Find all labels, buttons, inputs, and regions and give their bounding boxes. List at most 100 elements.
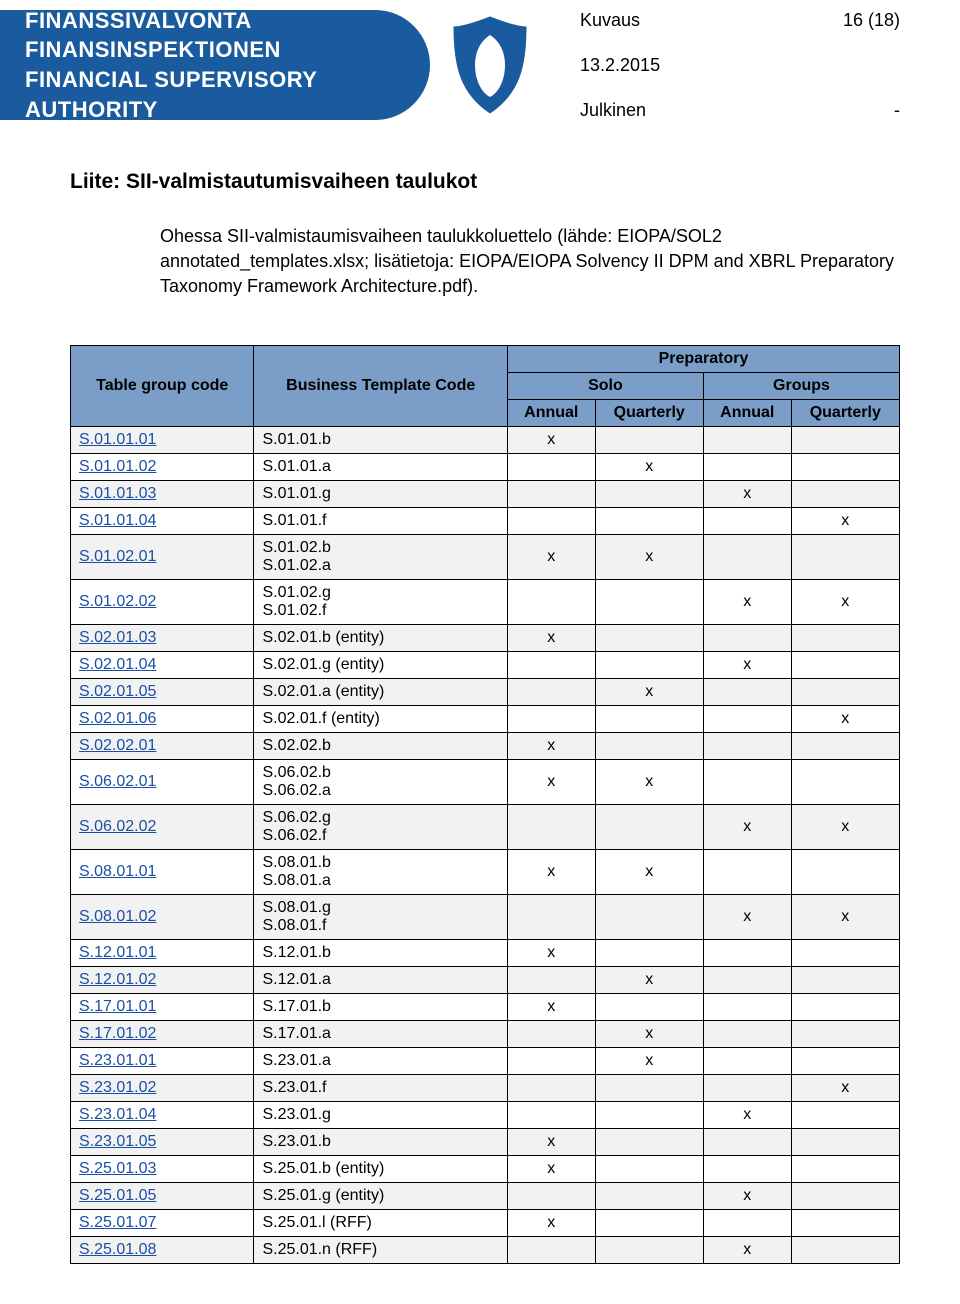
group-code-link[interactable]: S.25.01.03: [79, 1160, 156, 1177]
table-row: S.25.01.07S.25.01.l (RFF)x: [71, 1209, 900, 1236]
cell-template-code: S.25.01.b (entity): [254, 1155, 508, 1182]
cell-mark: [791, 678, 899, 705]
cell-group-code: S.08.01.01: [71, 849, 254, 894]
cell-mark: [703, 849, 791, 894]
cell-template-code: S.25.01.n (RFF): [254, 1236, 508, 1263]
cell-mark: [595, 579, 703, 624]
group-code-link[interactable]: S.02.01.04: [79, 656, 156, 673]
cell-mark: [595, 894, 703, 939]
cell-mark: x: [595, 1047, 703, 1074]
cell-mark: [703, 993, 791, 1020]
cell-mark: x: [703, 804, 791, 849]
cell-template-code: S.01.02.b S.01.02.a: [254, 534, 508, 579]
table-row: S.02.01.03S.02.01.b (entity)x: [71, 624, 900, 651]
group-code-link[interactable]: S.23.01.02: [79, 1079, 156, 1096]
group-code-link[interactable]: S.23.01.04: [79, 1106, 156, 1123]
group-code-link[interactable]: S.17.01.01: [79, 998, 156, 1015]
cell-mark: [703, 705, 791, 732]
table-row: S.17.01.01 S.17.01.bx: [71, 993, 900, 1020]
cell-mark: x: [703, 1101, 791, 1128]
cell-mark: x: [507, 993, 595, 1020]
cell-mark: [791, 1101, 899, 1128]
page-header: FINANSSIVALVONTA FINANSINSPEKTIONEN FINA…: [0, 0, 960, 130]
preparatory-table: Table group code Business Template Code …: [70, 345, 900, 1264]
cell-group-code: S.06.02.02: [71, 804, 254, 849]
cell-mark: x: [595, 453, 703, 480]
cell-template-code: S.02.01.a (entity): [254, 678, 508, 705]
group-code-link[interactable]: S.01.01.03: [79, 485, 156, 502]
table-row: S.17.01.02S.17.01.ax: [71, 1020, 900, 1047]
cell-mark: [507, 579, 595, 624]
table-row: S.12.01.02S.12.01.ax: [71, 966, 900, 993]
cell-mark: x: [507, 849, 595, 894]
cell-mark: [791, 480, 899, 507]
cell-mark: [791, 1020, 899, 1047]
group-code-link[interactable]: S.02.01.05: [79, 683, 156, 700]
group-code-link[interactable]: S.01.02.01: [79, 548, 156, 565]
cell-mark: [595, 426, 703, 453]
cell-template-code: S.17.01.b: [254, 993, 508, 1020]
org-name-line1: FINANSSIVALVONTA: [25, 6, 430, 36]
cell-mark: x: [507, 1209, 595, 1236]
group-code-link[interactable]: S.17.01.02: [79, 1025, 156, 1042]
group-code-link[interactable]: S.25.01.08: [79, 1241, 156, 1258]
table-header: Table group code Business Template Code …: [71, 345, 900, 426]
cell-template-code: S.01.01.b: [254, 426, 508, 453]
group-code-link[interactable]: S.01.01.02: [79, 458, 156, 475]
group-code-link[interactable]: S.08.01.01: [79, 863, 156, 880]
cell-group-code: S.02.01.03: [71, 624, 254, 651]
group-code-link[interactable]: S.06.02.01: [79, 773, 156, 790]
cell-group-code: S.02.01.05: [71, 678, 254, 705]
org-name-line2: FINANSINSPEKTIONEN: [25, 35, 430, 65]
cell-group-code: S.17.01.01: [71, 993, 254, 1020]
cell-mark: [791, 759, 899, 804]
group-code-link[interactable]: S.06.02.02: [79, 818, 156, 835]
table-row: S.08.01.01S.08.01.b S.08.01.axx: [71, 849, 900, 894]
cell-group-code: S.02.01.04: [71, 651, 254, 678]
cell-group-code: S.17.01.02: [71, 1020, 254, 1047]
cell-mark: [595, 1236, 703, 1263]
section-title: Liite: SII-valmistautumisvaiheen tauluko…: [70, 170, 900, 194]
cell-mark: [507, 1236, 595, 1263]
group-code-link[interactable]: S.02.01.03: [79, 629, 156, 646]
cell-group-code: S.23.01.05: [71, 1128, 254, 1155]
cell-template-code: S.02.01.f (entity): [254, 705, 508, 732]
body-content: Liite: SII-valmistautumisvaiheen tauluko…: [0, 130, 960, 345]
group-code-link[interactable]: S.23.01.01: [79, 1052, 156, 1069]
cell-template-code: S.12.01.a: [254, 966, 508, 993]
group-code-link[interactable]: S.01.02.02: [79, 593, 156, 610]
cell-template-code: S.08.01.g S.08.01.f: [254, 894, 508, 939]
group-code-link[interactable]: S.12.01.01: [79, 944, 156, 961]
group-code-link[interactable]: S.02.02.01: [79, 737, 156, 754]
cell-mark: x: [507, 732, 595, 759]
classification-label: Julkinen: [580, 100, 803, 121]
group-code-link[interactable]: S.12.01.02: [79, 971, 156, 988]
cell-template-code: S.02.01.g (entity): [254, 651, 508, 678]
cell-mark: x: [507, 426, 595, 453]
cell-mark: [595, 507, 703, 534]
cell-mark: [595, 705, 703, 732]
group-code-link[interactable]: S.25.01.05: [79, 1187, 156, 1204]
cell-group-code: S.23.01.04: [71, 1101, 254, 1128]
group-code-link[interactable]: S.01.01.04: [79, 512, 156, 529]
cell-mark: x: [791, 894, 899, 939]
cell-mark: [507, 1047, 595, 1074]
cell-mark: [595, 1074, 703, 1101]
group-code-link[interactable]: S.01.01.01: [79, 431, 156, 448]
group-code-link[interactable]: S.25.01.07: [79, 1214, 156, 1231]
group-code-link[interactable]: S.02.01.06: [79, 710, 156, 727]
cell-mark: [507, 651, 595, 678]
page: FINANSSIVALVONTA FINANSINSPEKTIONEN FINA…: [0, 0, 960, 1304]
table-row: S.23.01.05 S.23.01.bx: [71, 1128, 900, 1155]
cell-mark: x: [791, 579, 899, 624]
cell-template-code: S.23.01.b: [254, 1128, 508, 1155]
table-row: S.01.01.02S.01.01.ax: [71, 453, 900, 480]
cell-mark: x: [703, 1236, 791, 1263]
cell-template-code: S.06.02.g S.06.02.f: [254, 804, 508, 849]
cell-mark: x: [507, 1128, 595, 1155]
cell-mark: x: [595, 534, 703, 579]
cell-template-code: S.23.01.g: [254, 1101, 508, 1128]
group-code-link[interactable]: S.23.01.05: [79, 1133, 156, 1150]
cell-mark: [507, 678, 595, 705]
group-code-link[interactable]: S.08.01.02: [79, 908, 156, 925]
